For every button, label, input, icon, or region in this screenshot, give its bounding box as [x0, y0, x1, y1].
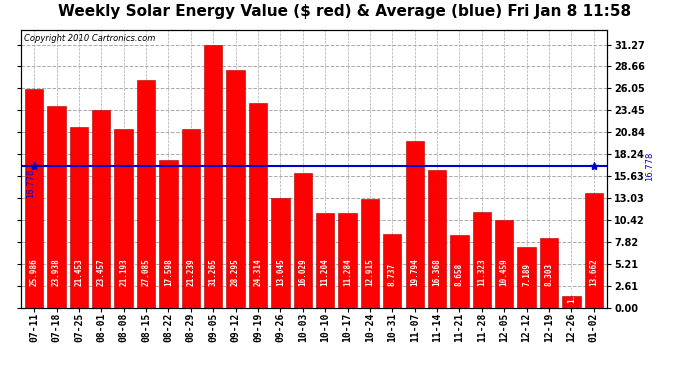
Bar — [316, 213, 335, 308]
Bar — [115, 129, 133, 308]
Bar — [451, 235, 469, 308]
Text: 16.778: 16.778 — [26, 169, 35, 198]
Text: Weekly Solar Energy Value ($ red) & Average (blue) Fri Jan 8 11:58: Weekly Solar Energy Value ($ red) & Aver… — [59, 4, 631, 19]
Text: 11.284: 11.284 — [343, 259, 352, 286]
Text: 8.658: 8.658 — [455, 263, 464, 286]
Text: 7.189: 7.189 — [522, 263, 531, 286]
Bar — [540, 238, 558, 308]
Text: 19.794: 19.794 — [410, 259, 420, 286]
Text: 16.778: 16.778 — [645, 152, 654, 181]
Text: 16.029: 16.029 — [298, 259, 307, 286]
Text: 17.598: 17.598 — [164, 259, 173, 286]
Bar — [584, 193, 603, 308]
Bar — [562, 296, 580, 307]
Bar — [293, 173, 312, 308]
Text: 8.303: 8.303 — [544, 263, 553, 286]
Text: 27.085: 27.085 — [141, 259, 150, 286]
Text: 13.662: 13.662 — [589, 259, 598, 286]
Bar — [428, 170, 446, 308]
Text: 23.457: 23.457 — [97, 259, 106, 286]
Text: 25.986: 25.986 — [30, 259, 39, 286]
Text: 11.323: 11.323 — [477, 259, 486, 286]
Text: 1.364: 1.364 — [567, 280, 576, 303]
Bar — [518, 247, 536, 308]
Bar — [383, 234, 402, 308]
Text: Copyright 2010 Cartronics.com: Copyright 2010 Cartronics.com — [23, 34, 155, 43]
Text: 24.314: 24.314 — [253, 259, 262, 286]
Bar — [181, 129, 200, 308]
Text: 11.204: 11.204 — [321, 259, 330, 286]
Text: 23.938: 23.938 — [52, 259, 61, 286]
Bar — [137, 80, 155, 308]
Text: 31.265: 31.265 — [208, 259, 218, 286]
Bar — [249, 103, 267, 308]
Bar — [159, 159, 177, 308]
Text: 21.239: 21.239 — [186, 259, 195, 286]
Bar — [406, 141, 424, 308]
Bar — [92, 110, 110, 308]
Bar — [226, 70, 245, 308]
Bar — [271, 198, 290, 308]
Bar — [361, 199, 379, 308]
Bar — [473, 212, 491, 308]
Text: 12.915: 12.915 — [366, 259, 375, 286]
Text: 21.453: 21.453 — [75, 259, 83, 286]
Text: 13.045: 13.045 — [276, 259, 285, 286]
Text: 21.193: 21.193 — [119, 259, 128, 286]
Text: 28.295: 28.295 — [231, 259, 240, 286]
Text: 10.459: 10.459 — [500, 259, 509, 286]
Bar — [204, 45, 222, 308]
Bar — [338, 213, 357, 308]
Text: 16.368: 16.368 — [433, 259, 442, 286]
Text: 8.737: 8.737 — [388, 263, 397, 286]
Bar — [495, 219, 513, 308]
Bar — [25, 89, 43, 308]
Bar — [48, 106, 66, 307]
Bar — [70, 127, 88, 308]
